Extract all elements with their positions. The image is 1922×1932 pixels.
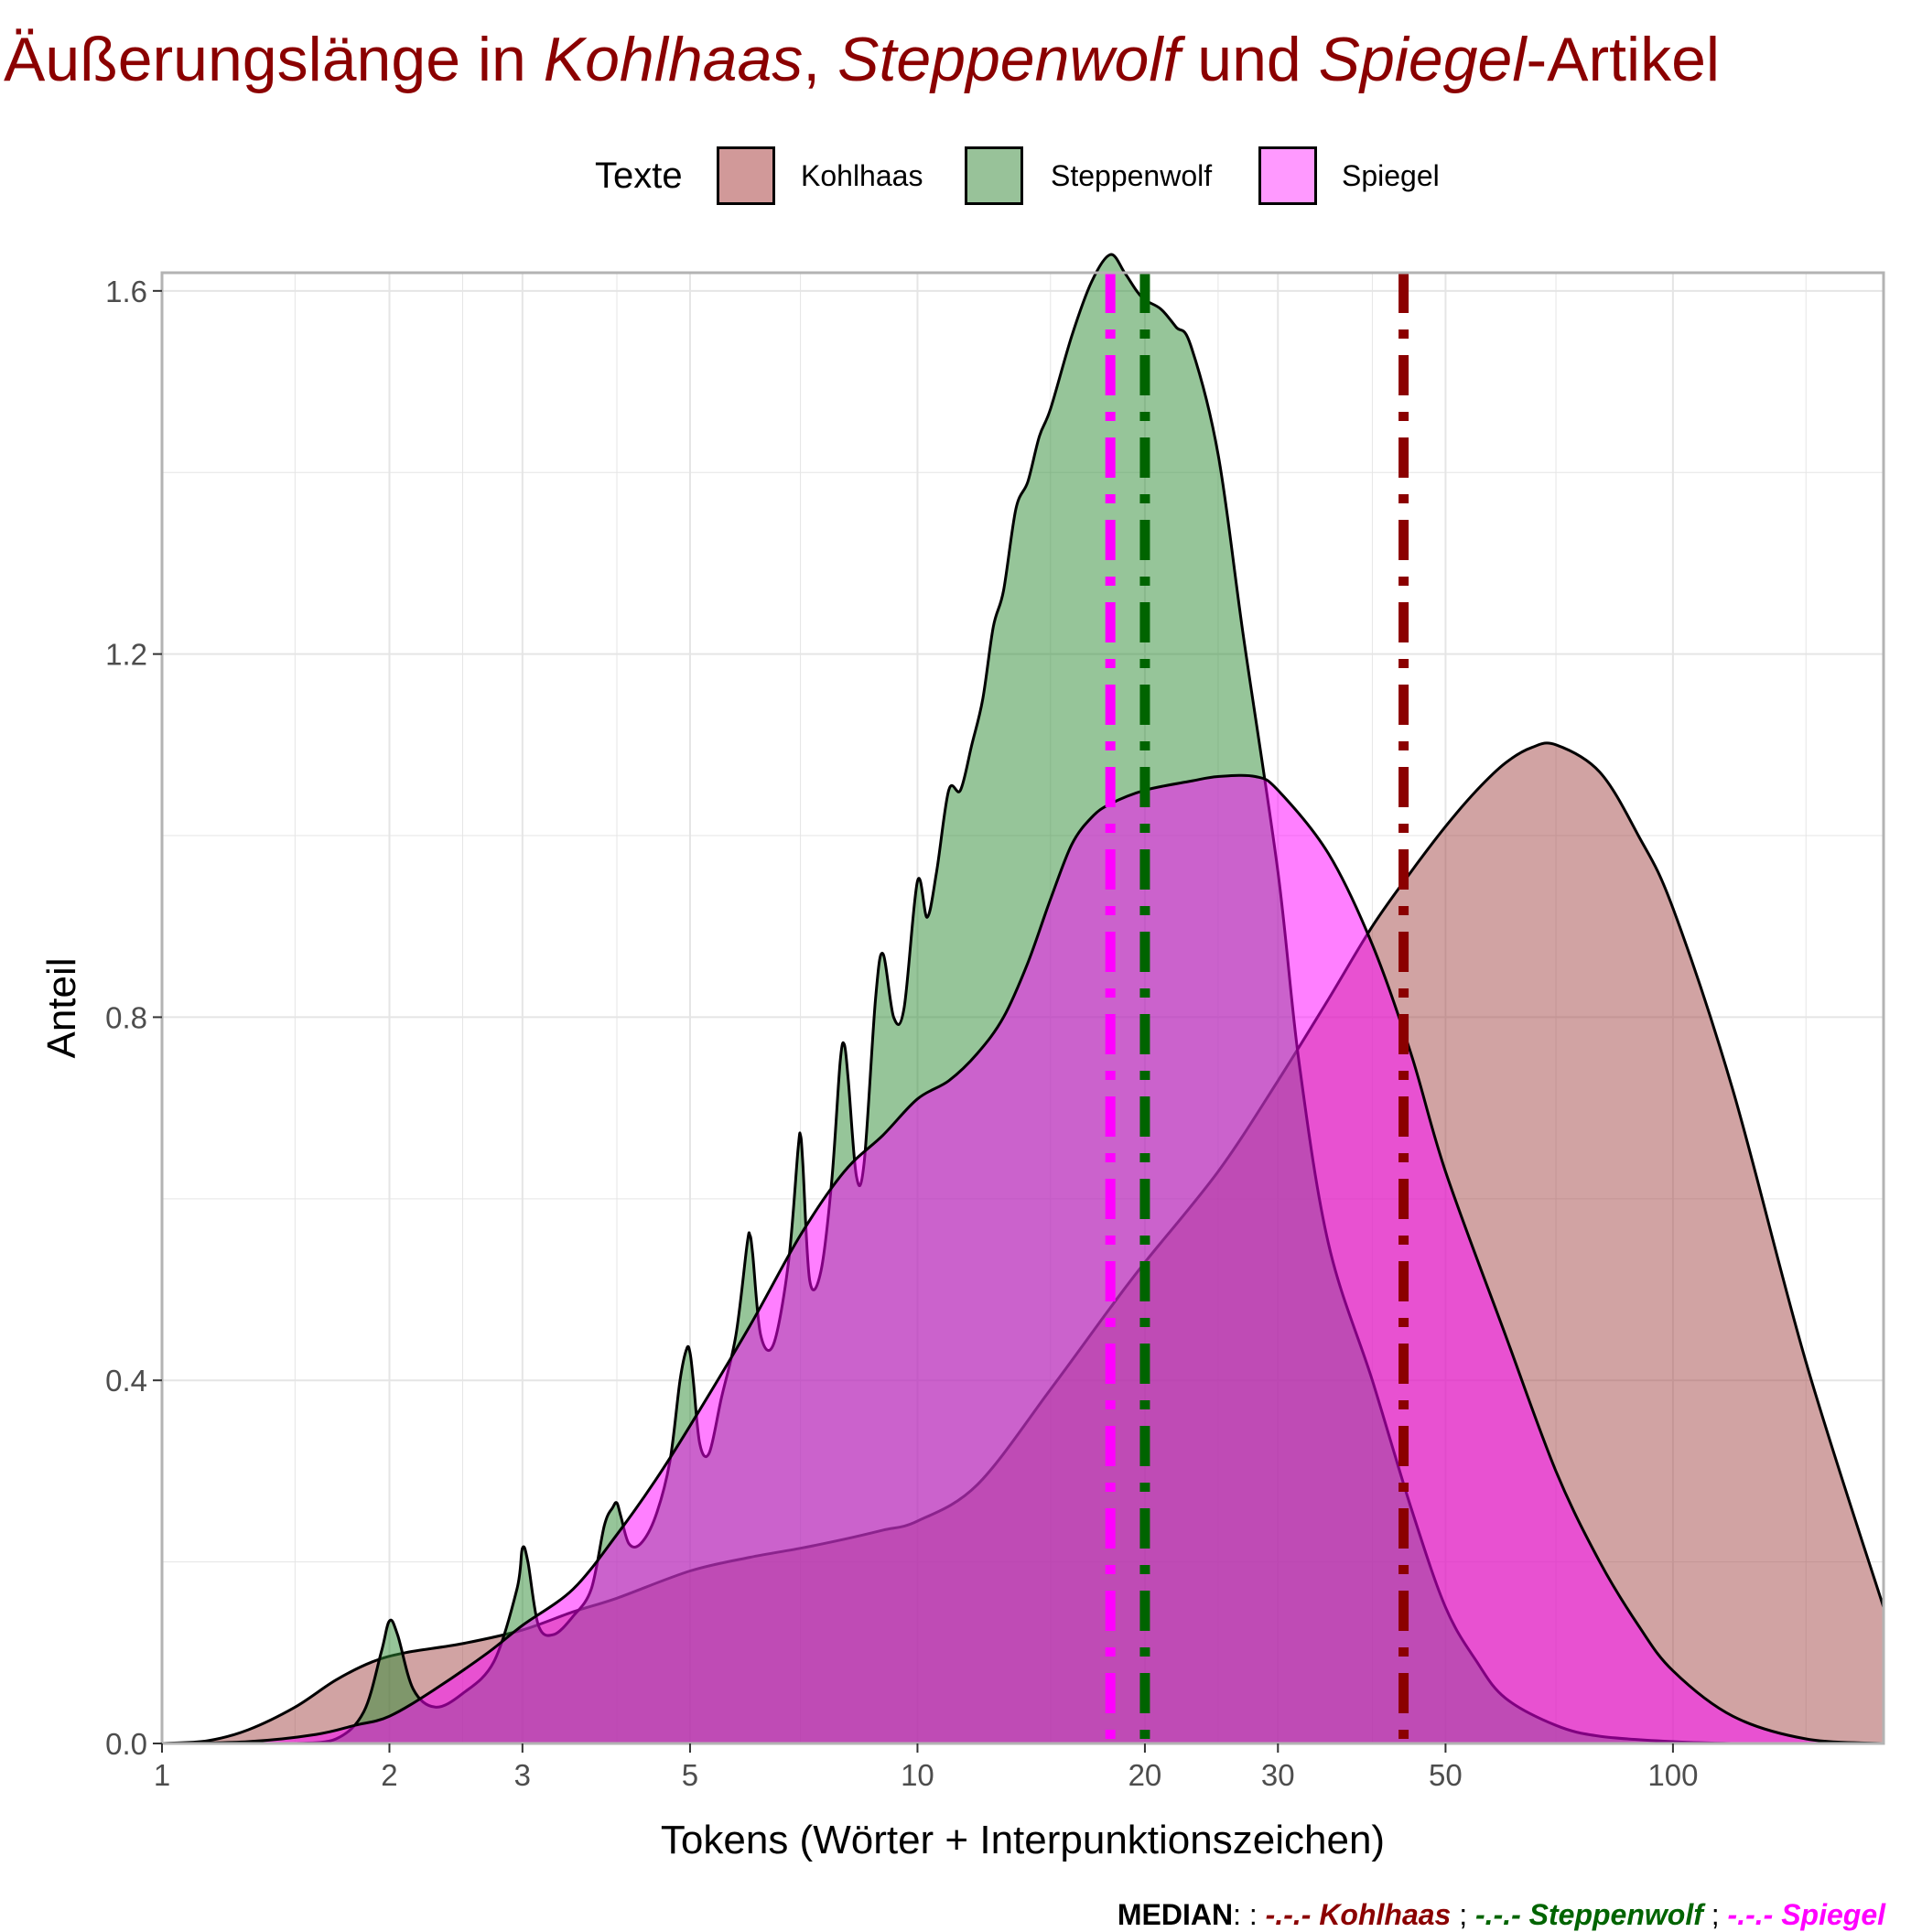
caption-sep-2: ; [1702,1898,1728,1931]
median-caption: MEDIAN: : -.-.- Kohlhaas ; -.-.- Steppen… [1118,1898,1885,1932]
title-part1: Äußerungslänge in [4,25,544,94]
caption-sep-1: ; [1451,1898,1476,1931]
y-tick-label: 1.6 [105,275,147,308]
caption-spiegel: -.-.- Spiegel [1727,1898,1885,1931]
title-sep2: und [1180,25,1319,94]
x-tick-label: 3 [514,1758,531,1792]
x-tick-label: 5 [682,1758,698,1792]
legend-label-spiegel: Spiegel [1342,159,1440,192]
x-tick-label: 50 [1429,1758,1463,1792]
y-axis-ticks: 0.0 0.4 0.8 1.2 1.6 [105,275,162,1761]
legend-title: Texte [595,156,683,196]
caption-median-label: MEDIAN [1117,1898,1234,1931]
legend-key-steppenwolf [965,146,1023,205]
title-kohlhaas: Kohlhaas [543,25,804,94]
legend-label-steppenwolf: Steppenwolf [1051,159,1213,192]
y-tick-label: 0.8 [105,1000,147,1034]
x-tick-label: 2 [381,1758,397,1792]
y-tick-label: 1.2 [105,638,147,672]
legend-key-kohlhaas [717,146,775,205]
density-areas [160,253,1885,1745]
title-sep1: , [803,25,838,94]
legend-label-kohlhaas: Kohlhaas [801,159,923,192]
title-spiegel: Spiegel [1318,25,1527,94]
title-part-end: -Artikel [1526,25,1721,94]
x-tick-label: 1 [154,1758,170,1792]
legend-key-spiegel [1258,146,1317,205]
x-tick-label: 10 [901,1758,934,1792]
caption-kohlhaas: -.-.- Kohlhaas [1265,1898,1452,1931]
caption-colon: : : [1233,1898,1266,1931]
y-tick-label: 0.4 [105,1364,147,1398]
chart-title: Äußerungslänge in Kohlhaas, Steppenwolf … [4,24,1720,95]
caption-steppenwolf: -.-.- Steppenwolf [1475,1898,1703,1931]
x-axis-title: Tokens (Wörter + Interpunktionszeichen) [661,1818,1385,1862]
y-axis-title: Anteil [39,957,84,1058]
x-tick-label: 100 [1647,1758,1698,1792]
x-tick-label: 30 [1261,1758,1295,1792]
legend: Texte Kohlhaas Steppenwolf Spiegel [0,137,1922,210]
x-tick-label: 20 [1128,1758,1162,1792]
panel-border [160,271,1885,1745]
y-tick-label: 0.0 [105,1727,147,1761]
x-axis-ticks: 1 2 3 5 10 20 30 50 100 [154,1743,1698,1792]
title-steppenwolf: Steppenwolf [837,25,1181,94]
density-area-spiegel [160,773,1885,1745]
